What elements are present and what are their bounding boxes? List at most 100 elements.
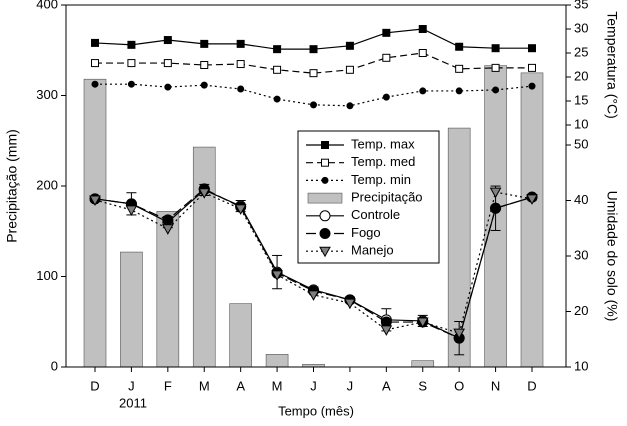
x-tick-label: M xyxy=(272,378,283,393)
marker xyxy=(125,205,138,216)
marker xyxy=(418,25,427,33)
marker xyxy=(528,63,536,72)
marker xyxy=(528,44,536,53)
y2-tick-label: 30 xyxy=(574,247,588,262)
marker xyxy=(200,61,209,69)
legend-marker xyxy=(319,228,331,239)
x-axis-title: Tempo (mês) xyxy=(278,403,354,418)
marker xyxy=(492,86,500,94)
legend-marker xyxy=(321,158,329,167)
legend-label: Fogo xyxy=(351,225,381,240)
marker xyxy=(91,80,99,88)
marker xyxy=(382,28,391,37)
x-tick-label: J xyxy=(128,378,135,393)
marker xyxy=(491,44,500,53)
bar xyxy=(120,251,143,368)
marker xyxy=(489,187,502,199)
legend: Temp. max Temp. med Temp. min Precipitação C… xyxy=(306,136,423,258)
marker xyxy=(234,204,247,215)
y2-tick-label: 50 xyxy=(574,136,588,151)
x-tick-label: O xyxy=(454,378,464,393)
marker xyxy=(455,64,464,73)
marker xyxy=(164,83,172,91)
x-tick-label: N xyxy=(491,378,500,393)
marker xyxy=(236,60,245,69)
marker xyxy=(455,87,463,95)
bar xyxy=(192,146,216,368)
marker xyxy=(491,63,500,72)
marker xyxy=(273,45,282,54)
y-tick-label: 300 xyxy=(36,87,58,102)
y2-tick-label: 20 xyxy=(574,68,588,83)
marker xyxy=(236,39,245,48)
marker xyxy=(237,85,245,93)
main-layer: D J F M A M J J A S O N D 0 100 200 300 400 10 15 20 25 30 35 10… xyxy=(36,0,588,393)
marker xyxy=(127,59,136,68)
legend-marker xyxy=(319,210,331,222)
bar xyxy=(83,78,107,368)
y2-axis-title: Temperatura (°C) xyxy=(604,11,620,119)
marker xyxy=(161,224,174,235)
x-tick-label: A xyxy=(382,378,391,393)
marker xyxy=(163,59,172,68)
marker xyxy=(162,214,174,226)
x-tick-label: A xyxy=(236,378,245,393)
marker xyxy=(271,270,283,281)
x-tick-label: D xyxy=(527,378,536,393)
legend-marker xyxy=(321,176,329,184)
marker xyxy=(419,87,427,95)
y-axis-title: Precipitação (mm) xyxy=(4,129,20,243)
marker xyxy=(416,317,429,329)
marker xyxy=(455,42,464,51)
marker xyxy=(528,82,536,90)
marker xyxy=(127,80,135,88)
y2-tick-label: 10 xyxy=(574,116,588,131)
marker xyxy=(344,298,356,310)
legend-marker xyxy=(319,246,331,258)
legend-label: Controle xyxy=(351,207,400,222)
marker xyxy=(91,59,99,68)
y2-tick-label: 10 xyxy=(574,358,588,373)
year-label: 2011 xyxy=(119,395,147,410)
marker xyxy=(310,101,317,109)
marker xyxy=(382,93,390,101)
y2-tick-label: 40 xyxy=(574,192,588,207)
marker xyxy=(382,53,391,62)
x-tick-label: M xyxy=(199,378,210,393)
y2-tick-label: 35 xyxy=(574,0,588,11)
marker xyxy=(526,194,538,205)
y-tick-label: 200 xyxy=(36,177,58,192)
marker xyxy=(127,40,136,49)
y-tick-label: 100 xyxy=(36,268,58,283)
y-tick-label: 400 xyxy=(36,0,58,11)
bar xyxy=(229,303,252,368)
marker xyxy=(307,290,320,301)
legend-label: Temp. max xyxy=(351,136,415,151)
legend-label: Precipitação xyxy=(351,190,423,205)
x-tick-label: J xyxy=(347,378,354,393)
legend-label: Manejo xyxy=(351,243,394,258)
marker xyxy=(418,49,427,57)
marker xyxy=(380,325,393,336)
bar xyxy=(520,72,544,368)
marker xyxy=(453,328,466,340)
x-tick-label: F xyxy=(164,378,172,393)
marker xyxy=(200,81,208,89)
x-tick-label: S xyxy=(418,378,427,393)
y2-tick-label: 30 xyxy=(574,20,588,35)
marker xyxy=(346,102,354,110)
x-tick-label: D xyxy=(90,378,99,393)
y3-axis-title: Umidade do solo (%) xyxy=(604,191,620,322)
marker xyxy=(163,36,172,45)
legend-label: Temp. med xyxy=(351,154,415,169)
marker xyxy=(345,65,354,74)
marker xyxy=(198,188,211,199)
marker xyxy=(345,41,354,50)
y2-tick-label: 15 xyxy=(574,92,588,107)
legend-label: Temp. min xyxy=(351,172,411,187)
marker xyxy=(273,95,281,103)
legend-marker xyxy=(321,141,329,149)
bar xyxy=(265,354,289,368)
